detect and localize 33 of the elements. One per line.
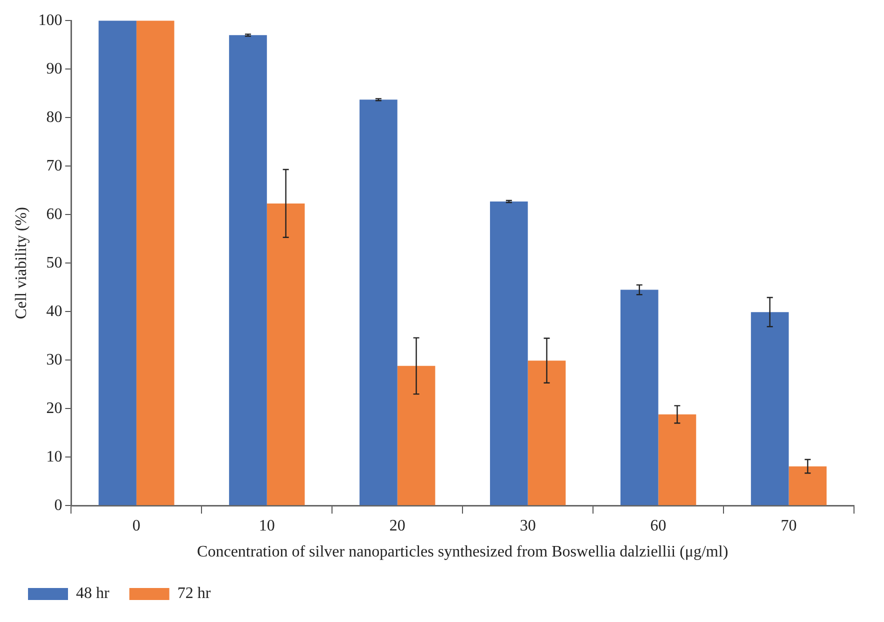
y-tick-label: 90 [46,60,62,78]
y-tick-label: 0 [54,496,62,514]
bar [98,20,136,506]
bar [528,360,566,506]
y-tick-label: 40 [46,302,62,320]
legend-label: 72 hr [177,585,212,602]
bar [397,366,436,506]
x-axis-title: Concentration of silver nanoparticles synthesized from Boswellia dalziellii (μg/ml) [197,544,728,561]
bar [490,202,528,506]
y-tick-label: 30 [46,351,62,368]
y-tick-label: 60 [46,206,62,223]
x-tick-label: 70 [780,517,797,534]
bar [360,100,398,506]
x-tick-label: 60 [650,517,666,534]
bar [136,20,174,506]
bar [620,290,658,506]
y-axis-title: Cell viability (%) [12,207,30,320]
bar [788,466,827,506]
x-tick-label: 20 [389,517,406,534]
y-tick-label: 70 [46,157,62,174]
bar [229,35,267,506]
y-tick-label: 100 [38,12,62,29]
bar [266,203,305,506]
bar [658,414,696,506]
x-tick-label: 10 [258,517,275,534]
y-tick-label: 50 [46,254,62,272]
legend-label: 48 hr [76,585,110,602]
x-tick-label: 30 [520,517,536,534]
bar [750,312,789,506]
y-tick-label: 10 [46,448,62,466]
y-tick-label: 80 [46,108,62,126]
y-tick-label: 20 [46,400,62,417]
x-tick-label: 0 [132,517,140,534]
